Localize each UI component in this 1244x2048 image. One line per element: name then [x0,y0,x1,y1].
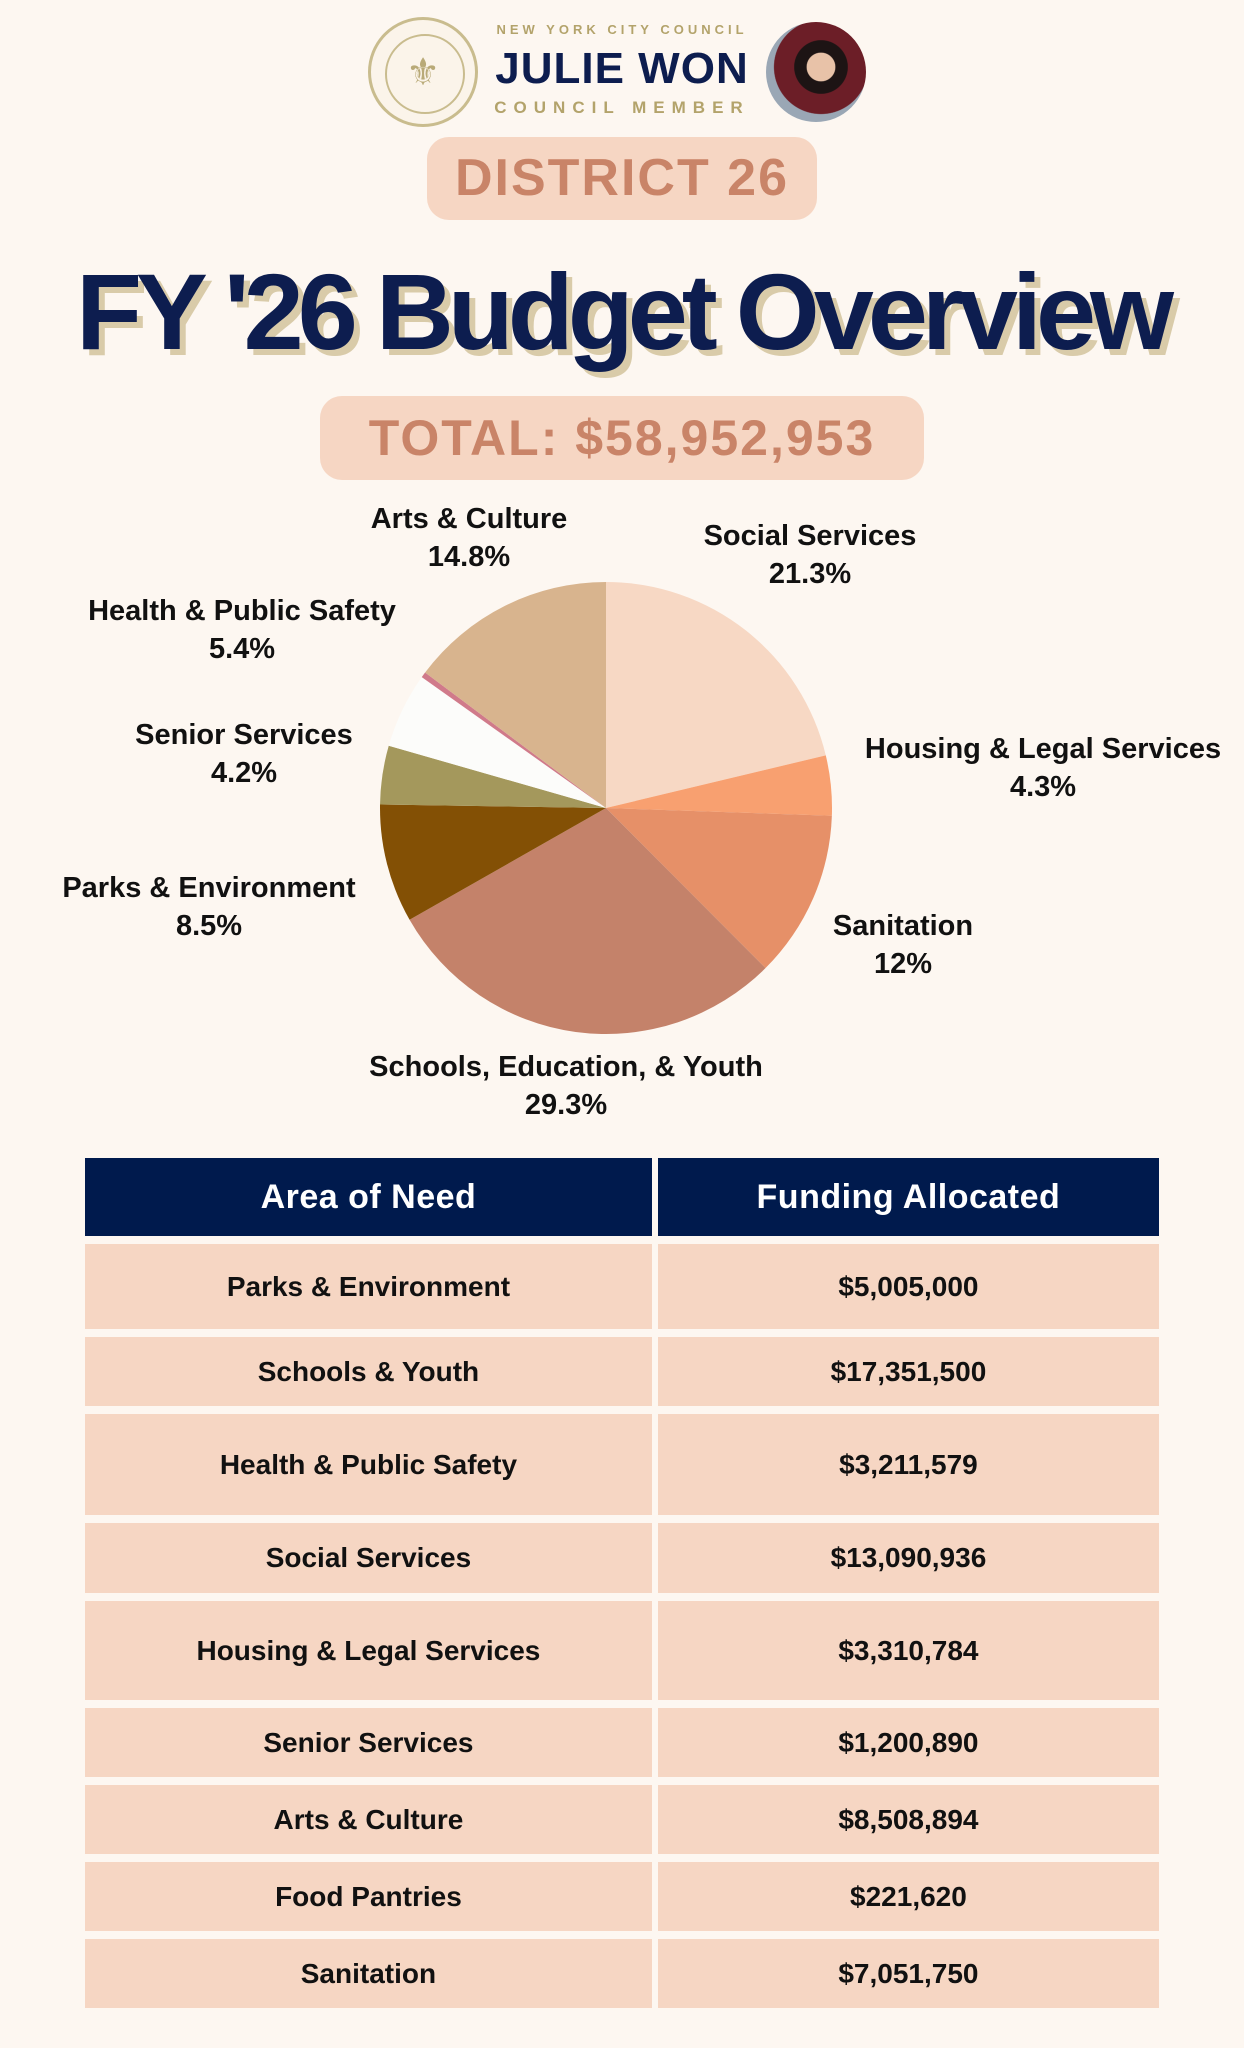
funding-cell: $221,620 [657,1862,1159,1931]
pie-slice-health-public-safety [388,677,606,808]
member-role: COUNCIL MEMBER [494,98,750,117]
pie-label-name: Schools, Education, & Youth [369,1051,763,1083]
area-cell: Parks & Environment [85,1244,652,1329]
member-name: JULIE WON [495,44,749,93]
pie-slice-sanitation [606,808,832,969]
funding-cell: $3,310,784 [657,1601,1159,1700]
pie-label-percent: 8.5% [175,910,243,942]
pie-label: Senior Services 4.2% [135,716,353,792]
area-cell: Food Pantries [85,1862,652,1931]
pie-chart [380,582,832,1034]
funding-cell: $1,200,890 [657,1708,1159,1777]
pie-label-name: Arts & Culture [370,503,568,535]
pie-label-name: Parks & Environment [62,872,356,904]
funding-cell: $8,508,894 [657,1785,1159,1854]
pie-label: Schools, Education, & Youth 29.3% [369,1048,763,1124]
pie-label-percent: 4.3% [1009,771,1077,803]
funding-cell: $17,351,500 [657,1337,1159,1406]
area-cell: Schools & Youth [85,1337,652,1406]
table-row: Arts & Culture $8,508,894 [85,1785,1159,1854]
pie-slice-parks-environment [380,804,606,920]
table-row: Housing & Legal Services $3,310,784 [85,1601,1159,1700]
council-member-portrait [766,22,866,122]
pie-label-percent: 21.3% [768,558,852,590]
pie-label: Parks & Environment 8.5% [62,869,355,945]
pie-label-percent: 4.2% [210,757,278,789]
funding-cell: $5,005,000 [657,1244,1159,1329]
area-cell: Social Services [85,1523,652,1593]
pie-label-percent: 14.8% [427,541,511,573]
pie-label: Social Services 21.3% [704,517,917,593]
area-cell: Senior Services [85,1708,652,1777]
pie-slice-arts-culture [425,582,606,808]
area-cell: Housing & Legal Services [85,1601,652,1700]
pie-label-name: Social Services [703,520,917,552]
pie-label-name: Senior Services [135,719,353,751]
funding-cell: $7,051,750 [657,1939,1159,2008]
pie-slice-social-services [606,582,826,808]
pie-slice-senior-services [380,745,606,808]
pie-label: Health & Public Safety 5.4% [88,592,396,668]
table-row: Sanitation $7,051,750 [85,1939,1159,2008]
pie-label: Arts & Culture 14.8% [371,500,568,576]
table-row: Social Services $13,090,936 [85,1523,1159,1593]
pie-label-percent: 12% [873,948,933,980]
funding-cell: $3,211,579 [657,1414,1159,1515]
table-row: Schools & Youth $17,351,500 [85,1337,1159,1406]
total-badge: TOTAL: $58,952,953 [320,396,924,480]
area-cell: Sanitation [85,1939,652,2008]
org-name: NEW YORK CITY COUNCIL [496,22,748,37]
pie-label-percent: 29.3% [524,1089,608,1121]
table-row: Health & Public Safety $3,211,579 [85,1414,1159,1515]
table-row: Parks & Environment $5,005,000 [85,1244,1159,1329]
pie-label-name: Health & Public Safety [88,595,396,627]
pie-label: Sanitation 12% [833,907,973,983]
pie-label: Housing & Legal Services 4.3% [865,730,1221,806]
pie-label-name: Housing & Legal Services [864,733,1222,765]
funding-table: Area of Need Funding Allocated Parks & E… [79,1150,1165,2016]
district-badge: DISTRICT 26 [427,137,817,220]
table-row: Senior Services $1,200,890 [85,1708,1159,1777]
pie-slice-housing-legal-services [606,755,832,816]
pie-slice-food-pantries [421,672,606,808]
funding-cell: $13,090,936 [657,1523,1159,1593]
pie-label-name: Sanitation [832,910,974,942]
area-cell: Health & Public Safety [85,1414,652,1515]
column-header-funding: Funding Allocated [657,1158,1159,1236]
pie-slice-schools-education-youth [409,808,766,1034]
column-header-area: Area of Need [85,1158,652,1236]
nyc-seal-icon: ⚜ [368,17,478,127]
pie-label-percent: 5.4% [208,633,276,665]
table-row: Food Pantries $221,620 [85,1862,1159,1931]
area-cell: Arts & Culture [85,1785,652,1854]
page-title: FY '26 Budget Overview [75,251,1174,372]
